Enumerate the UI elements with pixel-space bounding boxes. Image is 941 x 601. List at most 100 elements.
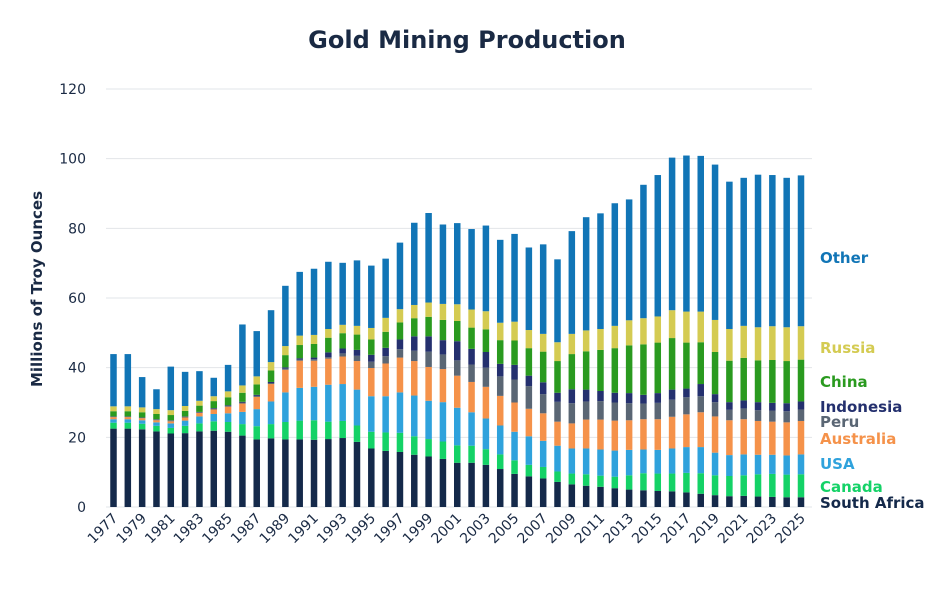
bar-south-africa-2000 [439,458,447,507]
bar-indonesia-1986 [239,401,246,403]
bar-usa-1981 [167,423,175,428]
bar-indonesia-1984 [210,408,218,409]
bar-usa-1992 [325,384,332,422]
bar-australia-1984 [210,409,218,414]
bar-other-1982 [181,371,189,406]
x-tick-label: 2001 [429,511,466,548]
bar-russia-2014 [640,318,647,345]
bar-usa-1991 [310,386,318,421]
bar-china-2008 [554,361,561,393]
bar-indonesia-2006 [525,375,533,387]
bar-other-2008 [554,259,561,343]
bar-usa-1999 [425,400,432,440]
bar-indonesia-1996 [382,347,389,357]
legend-russia: Russia [820,339,875,357]
x-tick-label: 1977 [85,511,122,548]
chart-title: Gold Mining Production [308,26,626,54]
bar-indonesia-2010 [582,389,590,402]
bar-canada-2019 [711,475,719,496]
x-tick-label: 1997 [371,511,408,548]
bar-usa-1995 [368,396,375,432]
bar-china-2015 [654,342,662,394]
bar-other-2001 [454,223,461,305]
bar-other-1991 [310,268,318,335]
bar-other-2015 [654,175,662,317]
bar-russia-2009 [568,333,576,355]
bar-russia-1988 [267,362,275,371]
bar-other-1992 [325,261,332,329]
bar-usa-1989 [282,392,289,423]
bar-usa-2011 [597,449,604,476]
bar-australia-1993 [339,356,346,385]
bar-russia-2018 [697,311,704,343]
bar-usa-2025 [797,454,805,475]
bar-canada-2005 [511,460,518,474]
legend-other: Other [820,249,869,267]
bar-canada-1987 [253,426,260,440]
bar-australia-2006 [525,408,533,437]
bar-canada-1991 [310,420,318,440]
bar-indonesia-1990 [296,358,303,360]
bar-other-2006 [525,247,533,331]
bar-other-2002 [468,229,475,310]
bar-australia-2011 [597,419,604,450]
bar-south-africa-1995 [368,448,375,507]
y-axis-label: Millions of Troy Ounces [28,191,46,387]
bar-indonesia-2022 [754,402,762,411]
bar-australia-2021 [740,419,747,455]
bar-russia-1979 [138,407,146,413]
legend-canada: Canada [820,478,883,496]
bar-canada-1977 [110,422,117,429]
bar-russia-2010 [582,330,590,352]
bar-peru-2025 [797,409,805,421]
x-tick-label: 2005 [486,511,523,548]
bar-indonesia-1985 [224,405,232,406]
bar-china-2009 [568,354,576,390]
bar-china-2006 [525,348,533,376]
bar-other-1994 [353,260,361,326]
bar-canada-2017 [683,472,690,493]
bar-canada-2024 [783,474,790,498]
bar-indonesia-2016 [668,389,676,400]
bar-usa-2020 [726,455,733,476]
bar-china-2017 [683,342,690,389]
y-tick-label: 80 [68,221,86,237]
bar-australia-1989 [282,369,289,393]
x-tick-label: 2011 [572,511,609,548]
bar-peru-1996 [382,356,389,364]
bar-other-1989 [282,285,289,347]
bar-other-2000 [439,224,447,304]
bar-canada-2004 [496,454,504,470]
bar-canada-1982 [181,425,189,434]
bar-china-2022 [754,360,762,403]
bar-usa-2000 [439,402,447,442]
bar-other-2007 [539,244,547,334]
bar-peru-2000 [439,354,447,370]
bar-other-2021 [740,177,747,326]
bar-china-2025 [797,359,805,402]
bar-usa-2003 [482,418,490,450]
bar-south-africa-1986 [239,435,246,507]
bar-australia-2008 [554,421,561,446]
bar-canada-1988 [267,424,275,439]
bar-other-2003 [482,225,490,312]
x-tick-label: 2013 [600,511,637,548]
bar-china-2018 [697,342,704,385]
bar-indonesia-1994 [353,349,361,356]
bar-south-africa-2005 [511,473,518,507]
bar-china-1997 [396,322,404,340]
bar-china-1979 [138,412,146,418]
bar-usa-2015 [654,449,662,474]
bar-south-africa-1994 [353,441,361,507]
bar-canada-1985 [224,422,232,432]
bar-usa-1978 [124,419,132,423]
bar-other-2011 [597,213,604,329]
bar-canada-1989 [282,422,289,440]
y-tick-label: 60 [68,291,86,307]
bar-other-1981 [167,366,175,411]
bar-australia-1988 [267,384,275,402]
bar-peru-2022 [754,410,762,421]
bar-south-africa-2004 [496,469,504,507]
bar-peru-2020 [726,409,733,421]
bar-indonesia-2025 [797,401,805,410]
